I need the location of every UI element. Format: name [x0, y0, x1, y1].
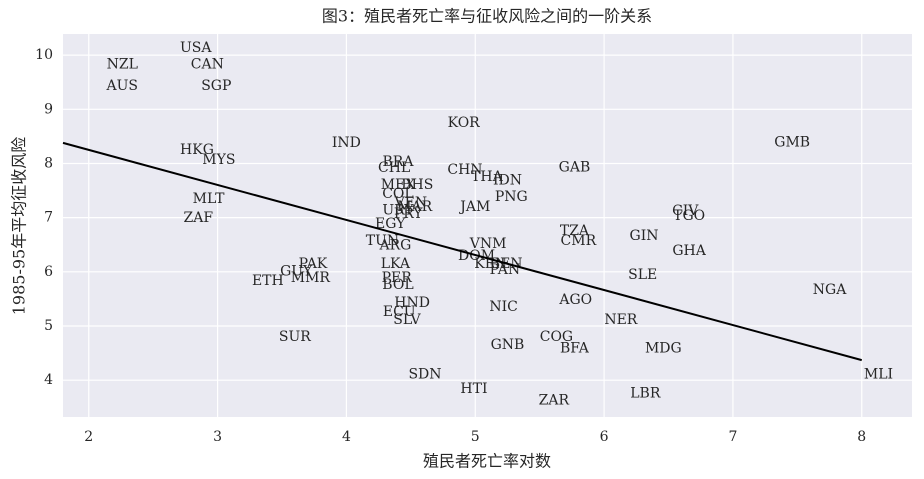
point-label: HND	[394, 295, 430, 311]
point-label: SLE	[628, 267, 657, 283]
x-tick-label: 5	[471, 429, 480, 445]
chart-title: 图3：殖民者死亡率与征收风险之间的一阶关系	[322, 7, 652, 26]
point-label: GUY	[280, 263, 313, 279]
point-label: GMB	[774, 134, 810, 150]
x-tick-label: 4	[342, 429, 351, 445]
point-label: MLT	[193, 191, 225, 207]
point-label: USA	[180, 40, 212, 56]
point-label: NER	[604, 312, 637, 328]
point-label: AUS	[106, 78, 139, 94]
point-label: ECU	[383, 304, 416, 320]
point-label: NIC	[489, 299, 518, 315]
point-label: MEX	[381, 177, 416, 193]
y-tick-label: 8	[44, 155, 53, 171]
point-label: MMR	[291, 270, 331, 286]
point-label: MLI	[864, 367, 893, 383]
point-label: VNM	[469, 236, 507, 252]
point-label: CMR	[561, 233, 597, 249]
point-label: KEN	[474, 256, 507, 272]
point-label: BHS	[401, 177, 433, 193]
point-label: CAN	[191, 56, 224, 72]
point-label: HTI	[460, 381, 487, 397]
point-label: IDN	[493, 172, 522, 188]
point-label: HKG	[180, 142, 214, 158]
point-label: CIV	[672, 203, 699, 219]
point-label: GHA	[672, 243, 706, 259]
point-label: SGP	[201, 78, 231, 94]
point-label: TUN	[366, 233, 399, 249]
point-label: LKA	[381, 256, 411, 272]
point-label: LBR	[630, 386, 661, 402]
point-label: PAN	[490, 262, 521, 278]
point-label: PNG	[495, 189, 528, 205]
point-label: KOR	[448, 115, 481, 131]
point-label: PRY	[394, 206, 424, 222]
x-tick-label: 3	[213, 429, 222, 445]
point-label: ZAR	[539, 393, 570, 409]
point-label: NGA	[813, 282, 847, 298]
fit-line	[62, 141, 863, 362]
point-label: IND	[332, 135, 361, 151]
point-label: SUR	[279, 329, 311, 345]
point-label: COL	[382, 186, 414, 202]
point-label: CHL	[378, 160, 410, 176]
x-tick-label: 6	[600, 429, 609, 445]
x-tick-label: 2	[84, 429, 93, 445]
point-label: JAM	[458, 199, 490, 215]
point-label: THA	[471, 169, 504, 185]
point-label: PAK	[299, 256, 328, 272]
y-tick-label: 6	[44, 264, 53, 280]
point-label: TGO	[673, 208, 705, 224]
y-tick-label: 10	[35, 47, 53, 63]
point-label: TZA	[560, 223, 590, 239]
x-tick-label: 8	[857, 429, 866, 445]
x-tick-label: 7	[728, 429, 737, 445]
point-label: NZL	[107, 56, 138, 72]
y-tick-label: 9	[44, 101, 53, 117]
point-label: VEN	[394, 195, 428, 211]
y-tick-label: 5	[44, 318, 53, 334]
point-label: GNB	[491, 337, 525, 353]
point-label: PER	[382, 270, 413, 286]
point-label: MAR	[397, 199, 432, 215]
point-label: GIN	[630, 228, 659, 244]
point-label: EGY	[375, 216, 406, 232]
point-label: SLV	[393, 312, 421, 328]
point-label: CHN	[447, 162, 482, 178]
point-label: ARG	[378, 237, 411, 253]
point-label: GAB	[559, 159, 591, 175]
y-tick-label: 4	[44, 372, 53, 388]
point-label: ZAF	[183, 210, 213, 226]
y-tick-label: 7	[44, 210, 53, 226]
point-label: BOL	[382, 277, 413, 293]
point-label: BRA	[382, 154, 414, 170]
point-label: URY	[382, 203, 414, 219]
point-label: ETH	[252, 273, 284, 289]
x-axis-label: 殖民者死亡率对数	[423, 452, 551, 471]
point-label: BFA	[560, 341, 590, 357]
plot-area	[63, 34, 912, 417]
point-label: MDG	[645, 341, 682, 357]
y-axis-label: 1985-95年平均征收风险	[10, 137, 29, 316]
point-label: COG	[540, 329, 573, 345]
point-label: AGO	[558, 292, 592, 308]
point-label: SDN	[408, 367, 441, 383]
point-label: MYS	[202, 152, 235, 168]
